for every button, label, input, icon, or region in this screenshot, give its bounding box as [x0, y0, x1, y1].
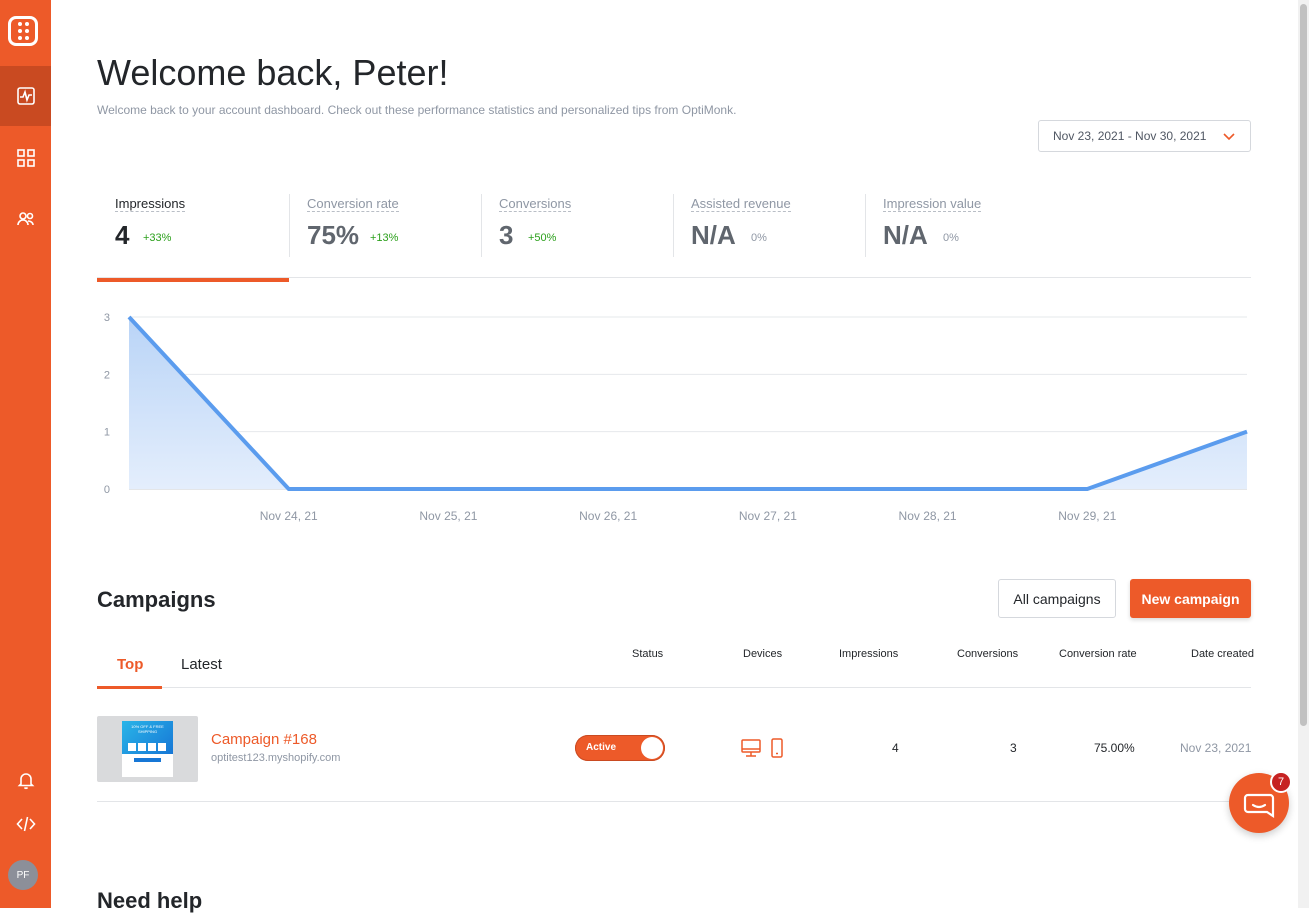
active-tab-indicator — [97, 686, 162, 689]
x-tick-label: Nov 29, 21 — [1058, 509, 1116, 523]
x-tick-label: Nov 26, 21 — [579, 509, 637, 523]
sidebar-item-dashboard[interactable] — [0, 66, 51, 126]
stat-delta: +50% — [528, 232, 557, 244]
stat-delta: 0% — [943, 232, 959, 244]
need-help-title: Need help — [97, 888, 203, 913]
cell-conversions: 3 — [1010, 741, 1017, 755]
sidebar: PF — [0, 0, 51, 908]
avatar[interactable]: PF — [8, 860, 38, 890]
y-tick-label: 1 — [104, 427, 110, 439]
campaign-thumbnail[interactable]: 10% OFF & FREE SHIPPING — [97, 716, 198, 782]
stat-value: N/A — [883, 220, 928, 250]
row-divider — [97, 801, 1251, 802]
chevron-down-icon — [1223, 133, 1235, 141]
stat-value: N/A — [691, 220, 736, 250]
activity-icon — [16, 87, 35, 105]
stat-label: Impression value — [883, 196, 982, 212]
stat-impression-value[interactable]: Impression value N/A 0% — [865, 190, 1057, 258]
stat-delta: +33% — [143, 232, 172, 244]
grid-icon — [16, 149, 35, 167]
stat-divider — [289, 194, 290, 257]
chat-launcher-button[interactable]: 7 — [1229, 771, 1292, 833]
stat-label: Conversions — [499, 196, 572, 212]
column-header-date-created[interactable]: Date created — [1191, 648, 1254, 660]
series-area — [129, 317, 1247, 489]
all-campaigns-button[interactable]: All campaigns — [998, 579, 1116, 618]
column-header-impressions[interactable]: Impressions — [839, 648, 899, 660]
stat-value: 3 — [499, 220, 514, 250]
x-tick-label: Nov 27, 21 — [739, 509, 797, 523]
stat-impressions[interactable]: Impressions 4 +33% — [97, 190, 289, 258]
impressions-chart: 0 1 2 3 Nov 24, 21 Nov 25, 21 Nov 26, 21 Nov 27… — [104, 312, 1248, 523]
stat-divider — [673, 194, 674, 257]
sidebar-item-code[interactable] — [0, 794, 51, 854]
toggle-knob — [641, 737, 663, 759]
scrollbar-thumb[interactable] — [1300, 4, 1307, 726]
bell-icon — [17, 773, 34, 790]
stat-label: Conversion rate — [307, 196, 399, 212]
tab-latest[interactable]: Latest — [181, 656, 222, 673]
tab-top[interactable]: Top — [117, 656, 144, 673]
series-line — [127, 315, 1248, 491]
scrollbar[interactable] — [1298, 0, 1309, 908]
sidebar-item-notifications[interactable] — [0, 750, 51, 810]
status-toggle[interactable]: Active — [575, 735, 665, 761]
stat-assisted-revenue[interactable]: Assisted revenue N/A 0% — [673, 190, 865, 258]
date-range-picker[interactable]: Nov 23, 2021 - Nov 30, 2021 — [1038, 120, 1251, 152]
code-icon — [15, 816, 36, 832]
column-header-status[interactable]: Status — [632, 648, 664, 660]
campaign-name-link[interactable]: Campaign #168 — [211, 731, 317, 748]
sidebar-item-campaigns[interactable] — [0, 128, 51, 188]
date-range-value: Nov 23, 2021 - Nov 30, 2021 — [1053, 129, 1207, 143]
page-title: Welcome back, Peter! — [97, 52, 449, 93]
stat-label: Impressions — [115, 196, 186, 212]
x-tick-label: Nov 24, 21 — [260, 509, 318, 523]
stat-conversions[interactable]: Conversions 3 +50% — [481, 190, 673, 258]
stat-divider — [865, 194, 866, 257]
stat-value: 4 — [115, 220, 130, 250]
campaigns-title: Campaigns — [97, 587, 216, 612]
stat-delta: +13% — [370, 232, 399, 244]
stat-value: 75% — [307, 220, 360, 250]
stat-label: Assisted revenue — [691, 196, 791, 212]
cell-impressions: 4 — [892, 741, 899, 755]
cell-conversion-rate: 75.00% — [1094, 741, 1135, 755]
tabs-divider — [97, 687, 1251, 688]
x-tick-label: Nov 28, 21 — [899, 509, 957, 523]
y-tick-label: 0 — [104, 484, 110, 496]
optimonk-logo-icon[interactable] — [8, 16, 38, 46]
new-campaign-button[interactable]: New campaign — [1130, 579, 1251, 618]
y-tick-label: 3 — [104, 312, 110, 324]
mobile-icon — [771, 738, 783, 758]
active-stat-indicator — [97, 278, 289, 282]
campaign-domain: optitest123.myshopify.com — [211, 752, 341, 764]
stat-conversion-rate[interactable]: Conversion rate 75% +13% — [289, 190, 481, 258]
devices-cell — [740, 737, 784, 759]
column-header-conversion-rate[interactable]: Conversion rate — [1059, 648, 1137, 660]
sidebar-item-subscribers[interactable] — [0, 189, 51, 249]
chat-icon — [1243, 793, 1275, 819]
column-header-devices[interactable]: Devices — [743, 648, 783, 660]
stat-delta: 0% — [751, 232, 767, 244]
chat-badge: 7 — [1270, 771, 1292, 793]
y-tick-label: 2 — [104, 369, 110, 381]
stat-divider — [481, 194, 482, 257]
thumbnail-text: 10% OFF & FREE SHIPPING — [131, 724, 164, 734]
x-tick-label: Nov 25, 21 — [419, 509, 477, 523]
page-subtitle: Welcome back to your account dashboard. … — [97, 103, 737, 117]
desktop-icon — [741, 739, 761, 757]
users-icon — [16, 212, 34, 226]
stats-bar: Impressions 4 +33% Conversion rate 75% +… — [97, 190, 1251, 278]
column-header-conversions[interactable]: Conversions — [957, 648, 1019, 660]
status-label: Active — [586, 742, 617, 753]
cell-date-created: Nov 23, 2021 — [1180, 741, 1252, 755]
